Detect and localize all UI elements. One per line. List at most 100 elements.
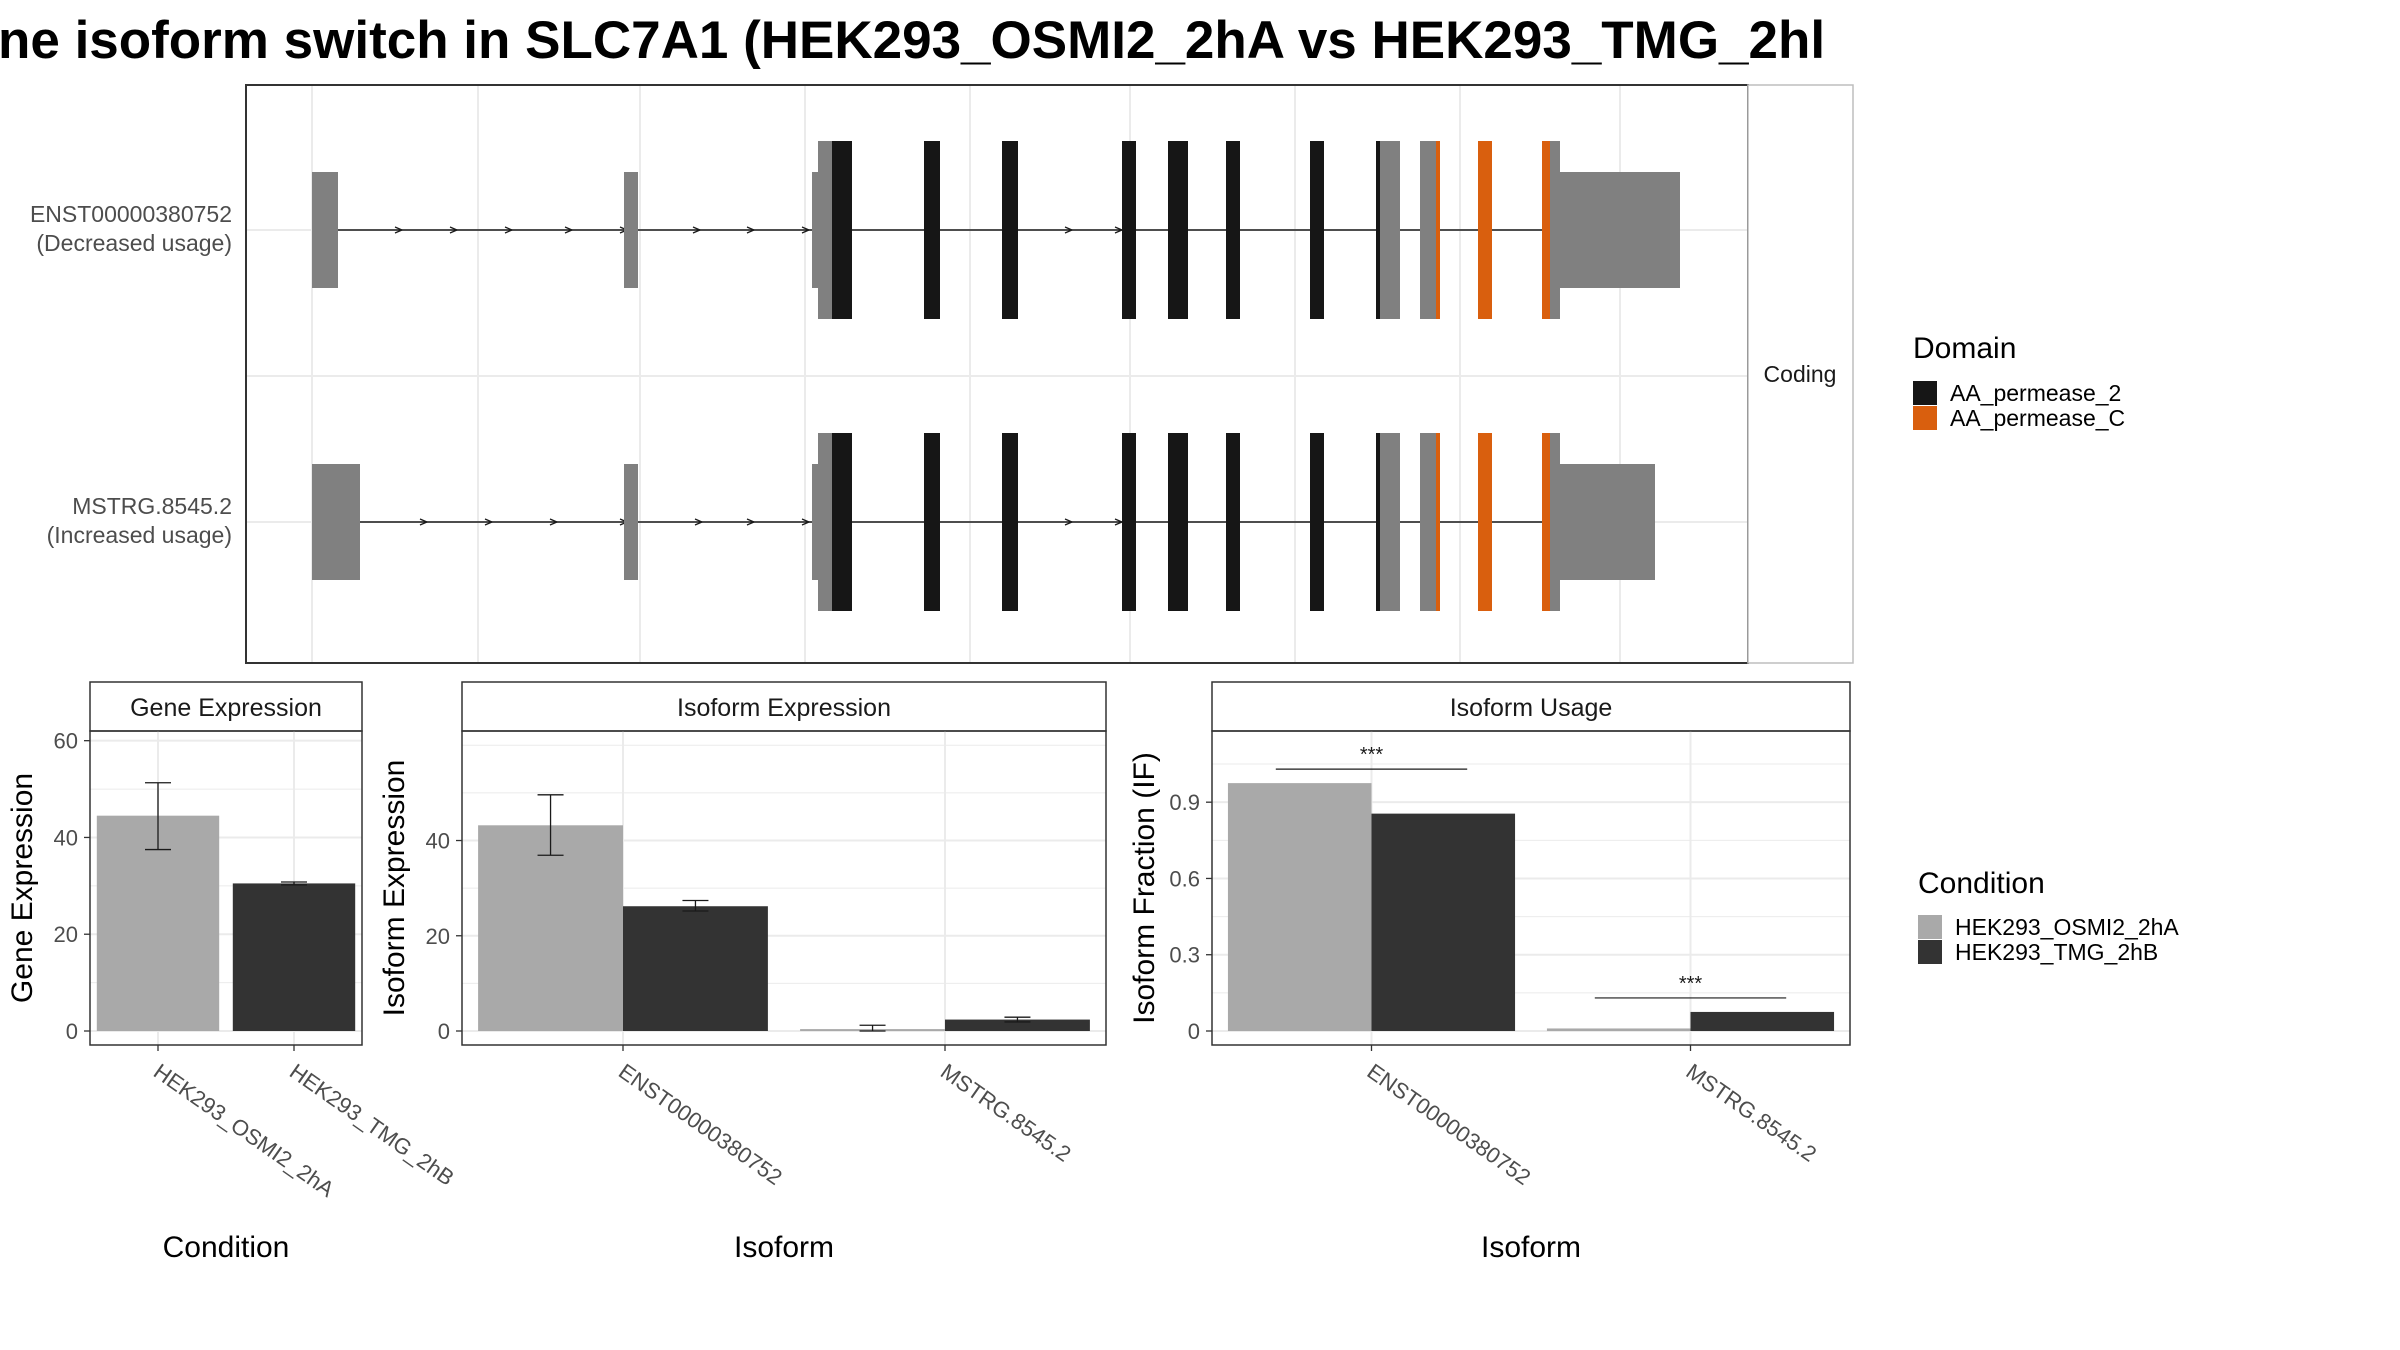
strand-arrow	[449, 226, 459, 234]
domain-exon-AA_permease_C	[1436, 433, 1440, 611]
strand-arrow	[484, 518, 494, 526]
chart-title: Isoform Expression	[677, 694, 891, 722]
isoform-label-2-usage: (Increased usage)	[47, 522, 232, 548]
domain-exon-AA_permease_2	[1168, 433, 1188, 611]
significance-label: ***	[1679, 973, 1703, 995]
structure-strip-label: Coding	[1764, 361, 1837, 387]
strand-arrow	[419, 518, 429, 526]
chart-frame	[89, 730, 363, 1046]
bar-1	[1371, 813, 1516, 1031]
y-tick-label: 0.3	[1169, 943, 1200, 968]
coding-exon-start	[818, 141, 832, 319]
y-axis-label: Gene Expression	[6, 773, 39, 1003]
strand-arrow	[746, 518, 756, 526]
strand-arrow	[801, 226, 811, 234]
domain-legend-swatch-1	[1913, 381, 1937, 405]
condition-legend-title: Condition	[1918, 867, 2045, 900]
strand-arrow	[692, 226, 702, 234]
domain-exon-AA_permease_C	[1542, 141, 1550, 319]
x-tick-label: MSTRG.8545.2	[1682, 1059, 1822, 1167]
y-tick-label: 0	[66, 1019, 78, 1044]
strand-arrow	[564, 226, 574, 234]
x-axis-label: Condition	[163, 1231, 290, 1264]
x-tick-label: ENST00000380752	[1363, 1059, 1536, 1190]
utr-exon	[1558, 172, 1680, 288]
domain-exon-AA_permease_2	[1310, 141, 1324, 319]
x-tick-label: ENST00000380752	[614, 1059, 787, 1190]
domain-exon-AA_permease_2	[1376, 141, 1380, 319]
y-axis-label: Isoform Fraction (IF)	[1128, 752, 1161, 1024]
coding-exon	[1380, 141, 1400, 319]
domain-exon-AA_permease_2	[1310, 433, 1324, 611]
strand-arrow	[1064, 226, 1074, 234]
domain-exon-AA_permease_C	[1542, 433, 1550, 611]
domain-legend-label-2: AA_permease_C	[1950, 405, 2125, 431]
transcript-track-1	[312, 141, 1680, 319]
domain-exon-AA_permease_2	[1002, 433, 1018, 611]
coding-exon	[1420, 141, 1436, 319]
utr-exon	[812, 464, 820, 580]
significance-label: ***	[1360, 744, 1384, 766]
domain-exon-AA_permease_C	[1436, 141, 1440, 319]
domain-exon-AA_permease_2	[832, 433, 852, 611]
domain-exon-AA_permease_2	[832, 141, 852, 319]
domain-exon-AA_permease_2	[1226, 141, 1240, 319]
isoform-label-2-id: MSTRG.8545.2	[72, 493, 232, 519]
chart-frame	[1211, 730, 1851, 1046]
coding-exon-start	[818, 433, 832, 611]
strand-arrow	[549, 518, 559, 526]
bar-1	[623, 906, 768, 1031]
condition-legend: Condition HEK293_OSMI2_2hA HEK293_TMG_2h…	[1918, 867, 2179, 965]
x-tick-label: MSTRG.8545.2	[936, 1059, 1076, 1167]
bar-0	[1227, 783, 1372, 1031]
bar	[232, 883, 356, 1031]
y-tick-label: 20	[54, 922, 78, 947]
y-tick-label: 60	[54, 729, 78, 754]
structure-tracks	[312, 141, 1680, 611]
chart-title-strip	[89, 681, 363, 732]
utr-exon	[624, 464, 638, 580]
condition-legend-swatch-2	[1918, 940, 1942, 964]
utr-exon	[312, 172, 338, 288]
domain-exon-AA_permease_C	[1478, 141, 1492, 319]
structure-strip	[1747, 84, 1854, 664]
domain-exon-AA_permease_2	[1122, 141, 1136, 319]
condition-legend-label-2: HEK293_TMG_2hB	[1955, 939, 2158, 965]
bar	[96, 815, 220, 1031]
chart-title: Isoform Usage	[1450, 694, 1613, 722]
strand-arrow	[394, 226, 404, 234]
coding-exon	[1380, 433, 1400, 611]
y-tick-label: 0.9	[1169, 790, 1200, 815]
domain-exon-AA_permease_C	[1478, 433, 1492, 611]
transcript-track-2	[312, 433, 1655, 611]
strand-arrow	[801, 518, 811, 526]
y-tick-label: 20	[426, 924, 450, 949]
bar-1	[945, 1019, 1090, 1031]
isoform-label-1-id: ENST00000380752	[30, 201, 232, 227]
domain-legend-title: Domain	[1913, 332, 2016, 365]
utr-exon	[1558, 464, 1655, 580]
figure-title: ne isoform switch in SLC7A1 (HEK293_OSMI…	[0, 11, 1825, 70]
strand-arrow	[504, 226, 514, 234]
x-axis-label: Isoform	[1481, 1231, 1581, 1264]
coding-exon	[1550, 433, 1560, 611]
domain-exon-AA_permease_2	[1376, 433, 1380, 611]
domain-legend-label-1: AA_permease_2	[1950, 380, 2121, 406]
utr-exon	[312, 464, 360, 580]
y-tick-label: 0.6	[1169, 866, 1200, 891]
domain-exon-AA_permease_2	[924, 141, 940, 319]
domain-exon-AA_permease_2	[1168, 141, 1188, 319]
bar-1	[1690, 1011, 1835, 1031]
y-tick-label: 40	[426, 829, 450, 854]
strand-arrow	[746, 226, 756, 234]
coding-exon	[1420, 433, 1436, 611]
domain-exon-AA_permease_2	[1122, 433, 1136, 611]
structure-panel-frame	[245, 84, 1749, 664]
domain-legend: Domain AA_permease_2 AA_permease_C	[1913, 332, 2125, 431]
chart-3: Isoform Usage *** *** 0 0.3 0.6 0.9 ENST0000038…	[1128, 681, 1851, 1264]
y-axis-label: Isoform Expression	[378, 760, 411, 1017]
strand-arrow	[1064, 518, 1074, 526]
coding-exon	[1550, 141, 1560, 319]
domain-exon-AA_permease_2	[924, 433, 940, 611]
